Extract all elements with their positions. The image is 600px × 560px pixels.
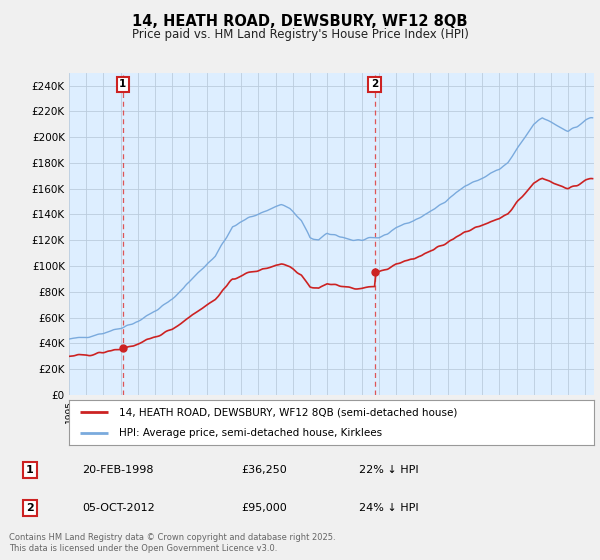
Text: 1: 1 — [26, 465, 34, 475]
Text: 1: 1 — [119, 80, 127, 90]
Text: 2: 2 — [26, 503, 34, 513]
Text: £95,000: £95,000 — [241, 503, 287, 513]
Text: 22% ↓ HPI: 22% ↓ HPI — [359, 465, 418, 475]
Text: Contains HM Land Registry data © Crown copyright and database right 2025.
This d: Contains HM Land Registry data © Crown c… — [9, 533, 335, 553]
Text: 2: 2 — [371, 80, 379, 90]
Text: HPI: Average price, semi-detached house, Kirklees: HPI: Average price, semi-detached house,… — [119, 428, 382, 438]
Text: 14, HEATH ROAD, DEWSBURY, WF12 8QB (semi-detached house): 14, HEATH ROAD, DEWSBURY, WF12 8QB (semi… — [119, 408, 457, 418]
Text: 14, HEATH ROAD, DEWSBURY, WF12 8QB: 14, HEATH ROAD, DEWSBURY, WF12 8QB — [132, 14, 468, 29]
Text: 05-OCT-2012: 05-OCT-2012 — [82, 503, 155, 513]
Text: £36,250: £36,250 — [241, 465, 287, 475]
Text: 24% ↓ HPI: 24% ↓ HPI — [359, 503, 418, 513]
Text: 20-FEB-1998: 20-FEB-1998 — [82, 465, 154, 475]
Text: Price paid vs. HM Land Registry's House Price Index (HPI): Price paid vs. HM Land Registry's House … — [131, 28, 469, 41]
